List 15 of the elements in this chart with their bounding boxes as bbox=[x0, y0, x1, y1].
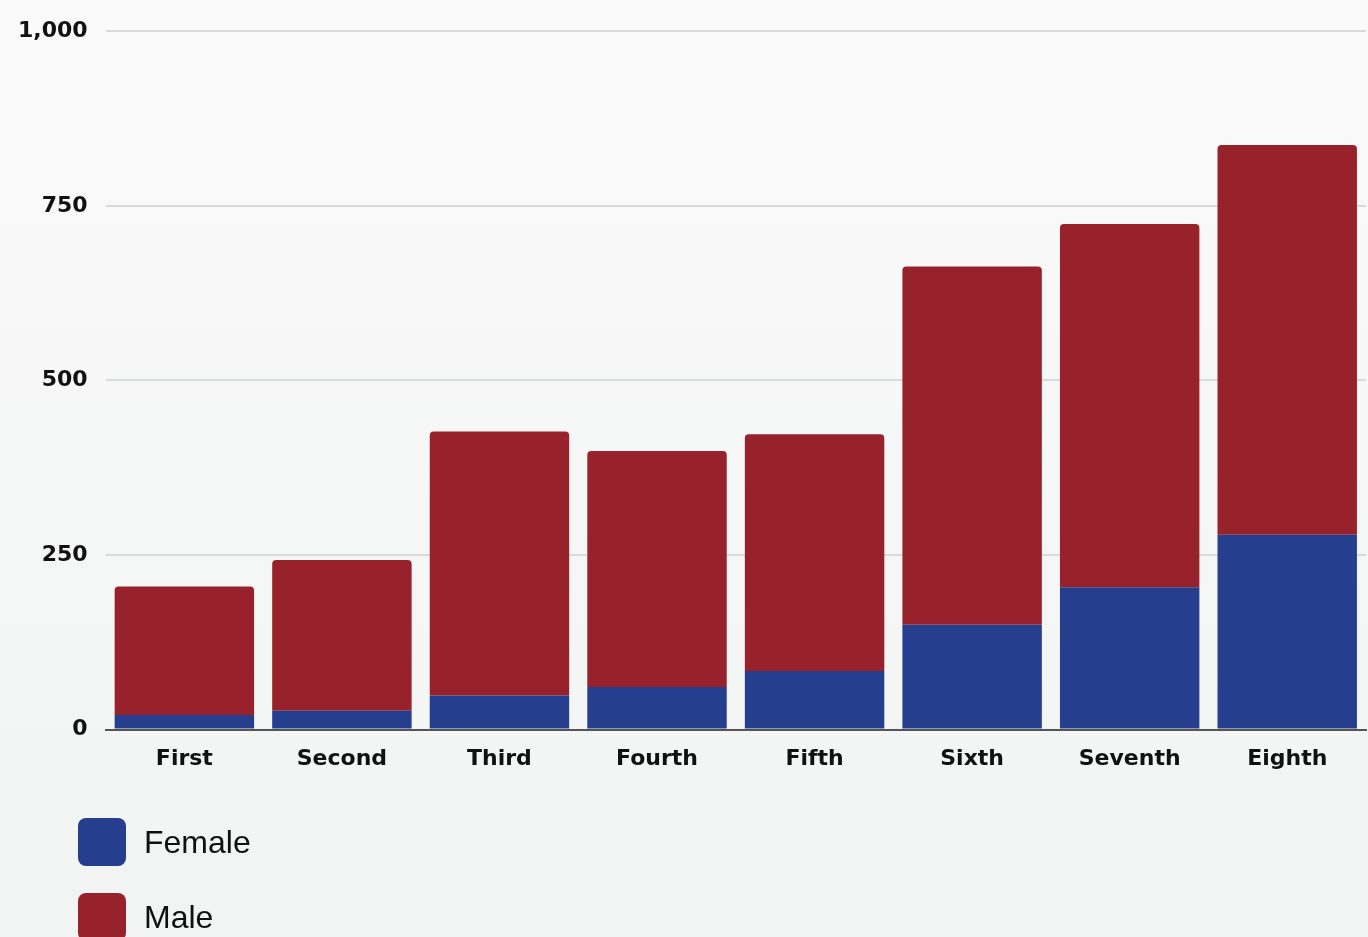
x-tick-label: Third bbox=[467, 744, 532, 770]
x-tick-label: Fourth bbox=[616, 744, 698, 770]
x-tick-label: Seventh bbox=[1078, 744, 1181, 770]
x-tick-label: Eighth bbox=[1247, 744, 1328, 770]
legend-label: Male bbox=[144, 898, 214, 936]
y-tick-label: 500 bbox=[41, 366, 88, 392]
x-tick-label: Fifth bbox=[785, 744, 844, 770]
x-tick-label: Second bbox=[296, 744, 388, 770]
legend-label: Female bbox=[144, 823, 251, 861]
y-tick-label: 750 bbox=[41, 191, 88, 217]
y-tick-label: 0 bbox=[72, 715, 88, 741]
x-tick-label: First bbox=[155, 744, 214, 770]
y-tick-label: 250 bbox=[41, 540, 88, 566]
x-tick-label: Sixth bbox=[940, 744, 1004, 770]
y-tick-label: 1,000 bbox=[17, 16, 88, 42]
